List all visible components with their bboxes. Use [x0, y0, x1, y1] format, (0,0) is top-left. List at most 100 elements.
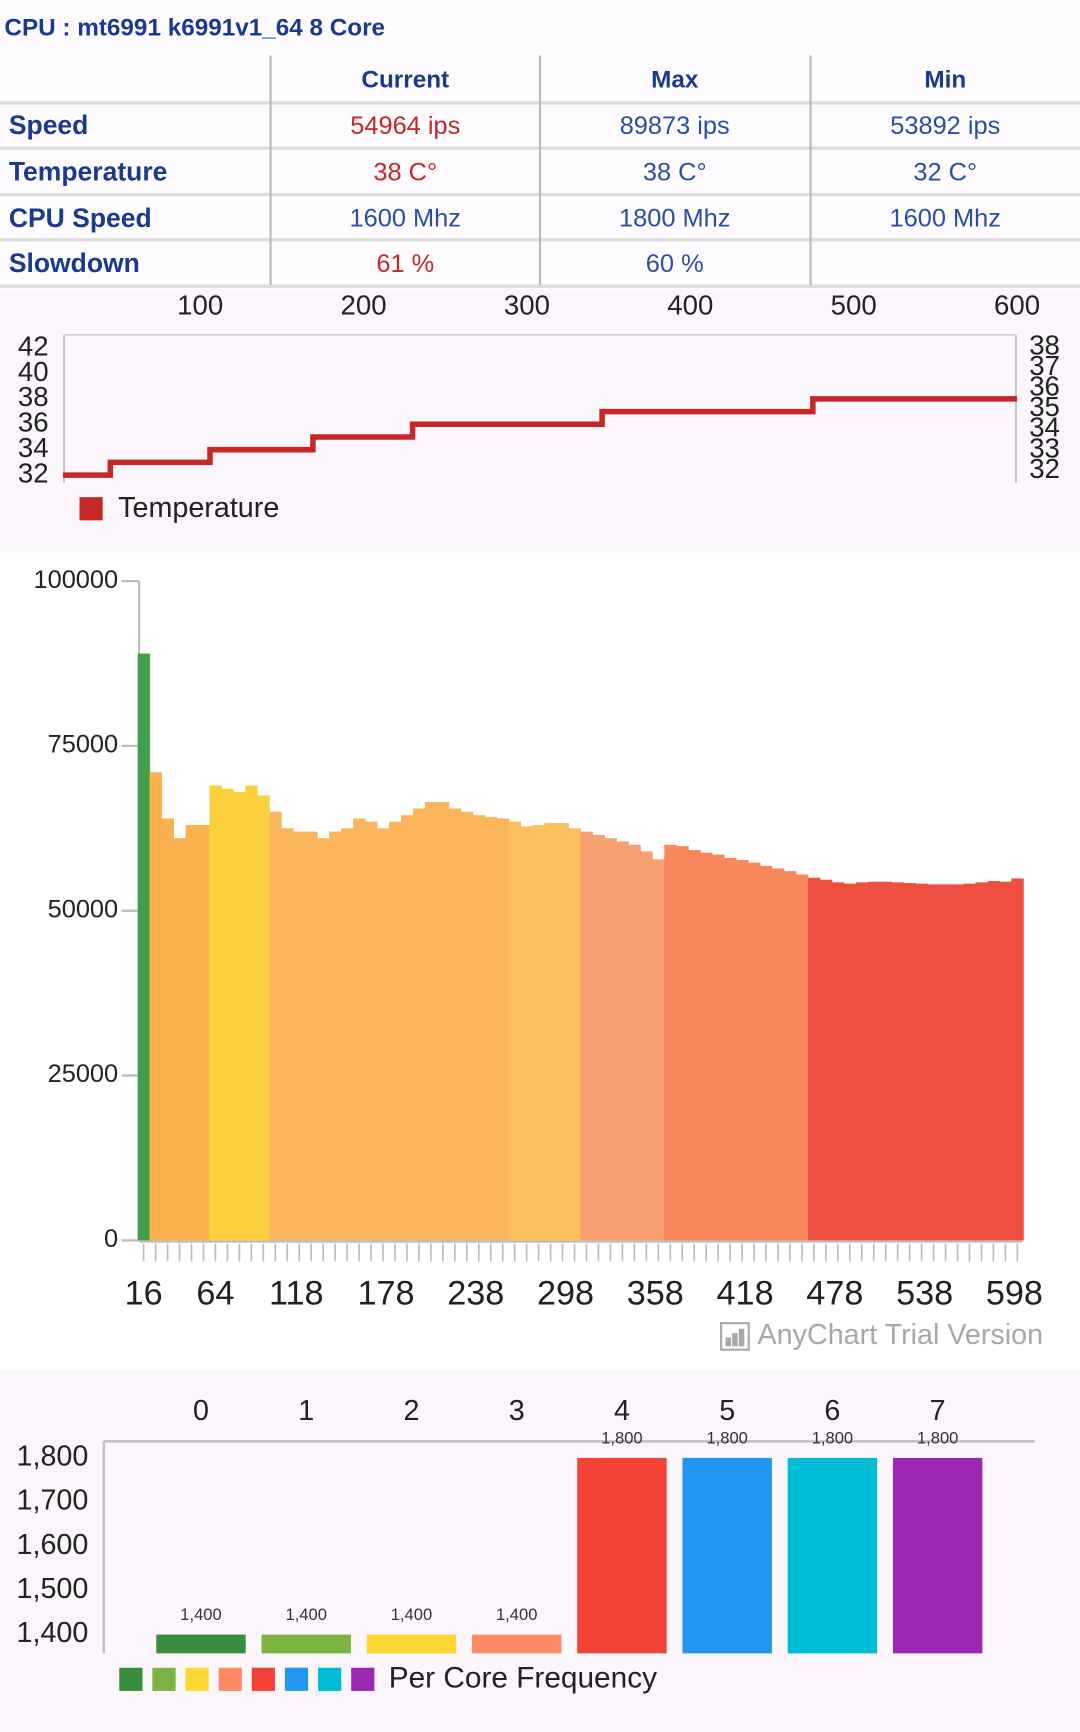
y-tick-label: 1,800	[17, 1440, 89, 1472]
bar	[137, 653, 151, 1241]
bar	[987, 881, 1000, 1241]
bar	[269, 811, 282, 1241]
bar	[233, 792, 246, 1241]
y2-tick-label: 33	[1029, 432, 1060, 463]
legend-swatch	[79, 497, 103, 521]
bar	[305, 831, 318, 1241]
y-tick-label: 75000	[48, 731, 119, 759]
bar	[400, 815, 414, 1241]
bar	[293, 831, 306, 1241]
row-label: Slowdown	[9, 248, 140, 278]
legend-swatch	[351, 1667, 375, 1691]
column-header: Current	[361, 66, 449, 93]
x-tick-label: 100	[177, 290, 223, 321]
y-tick-label: 40	[18, 356, 49, 387]
y-tick-label: 42	[18, 330, 49, 361]
temperature-bg	[0, 289, 1080, 553]
y-tick-label: 32	[18, 457, 49, 488]
bar	[580, 831, 593, 1241]
bar	[843, 883, 857, 1241]
legend-swatch	[152, 1667, 176, 1691]
x-tick-label: 418	[717, 1275, 774, 1313]
x-tick-label: 5	[719, 1395, 735, 1427]
y-tick-label: 1,500	[17, 1573, 89, 1605]
cell: 53892 ips	[890, 112, 1000, 140]
bar	[496, 818, 510, 1241]
x-tick-label: 3	[509, 1395, 525, 1427]
bar	[951, 884, 964, 1241]
bar	[892, 1457, 983, 1654]
bar	[592, 834, 605, 1241]
bar	[975, 882, 988, 1241]
bar	[221, 788, 234, 1241]
x-tick-label: 238	[447, 1275, 504, 1313]
bar	[281, 828, 294, 1241]
bar	[197, 825, 210, 1241]
bar	[544, 823, 558, 1241]
y2-tick-label: 35	[1029, 391, 1060, 422]
row-label: Speed	[9, 110, 89, 140]
x-tick-label: 7	[930, 1395, 946, 1427]
bar	[676, 846, 689, 1241]
x-tick-label: 1	[298, 1395, 314, 1427]
cell: 32 C°	[913, 158, 977, 186]
bar	[915, 883, 929, 1241]
bar	[682, 1457, 772, 1654]
bar	[787, 1457, 878, 1654]
y-tick-label: 38	[18, 381, 49, 412]
y2-tick-label: 36	[1029, 371, 1060, 402]
bar	[317, 838, 330, 1241]
cell: 1600 Mhz	[350, 205, 461, 233]
x-tick-label: 298	[537, 1275, 594, 1313]
bar	[927, 884, 941, 1241]
x-tick-label: 64	[196, 1275, 234, 1313]
bar	[1011, 878, 1024, 1241]
bar	[628, 844, 641, 1241]
y-tick-label: 34	[18, 432, 49, 463]
row-label: CPU Speed	[9, 203, 152, 233]
x-tick-label: 178	[357, 1275, 414, 1313]
bar	[245, 785, 258, 1241]
legend-swatch	[119, 1667, 143, 1691]
bar	[748, 862, 761, 1241]
bar	[412, 808, 426, 1241]
x-tick-label: 0	[193, 1395, 209, 1427]
x-tick-label: 2	[403, 1395, 419, 1427]
bar	[261, 1634, 351, 1654]
bar	[891, 882, 905, 1241]
value-label: 1,400	[496, 1605, 537, 1624]
value-label: 1,400	[180, 1605, 221, 1624]
bar	[353, 818, 366, 1241]
bar	[257, 795, 270, 1241]
bar	[366, 1634, 457, 1654]
bar	[903, 883, 917, 1241]
bar	[388, 821, 402, 1241]
bar	[939, 884, 952, 1241]
bar	[329, 831, 342, 1241]
legend-swatch	[284, 1667, 309, 1691]
y-tick-label: 1,600	[17, 1529, 89, 1561]
x-tick-label: 600	[994, 290, 1040, 321]
bar	[736, 859, 749, 1241]
x-tick-label: 598	[986, 1275, 1043, 1313]
bar	[484, 817, 498, 1241]
bar	[448, 808, 462, 1241]
bar	[760, 865, 773, 1241]
legend-swatch	[185, 1667, 209, 1691]
bar	[568, 828, 581, 1241]
y2-tick-label: 37	[1029, 350, 1060, 381]
y-tick-label: 0	[104, 1225, 118, 1253]
value-label: 1,800	[601, 1429, 642, 1448]
y2-tick-label: 34	[1029, 412, 1060, 443]
temperature-line	[62, 396, 1018, 478]
x-tick-label: 478	[806, 1275, 863, 1313]
table-grid	[0, 55, 1080, 288]
legend-swatch	[251, 1667, 275, 1691]
bar	[712, 854, 725, 1241]
bar	[377, 828, 390, 1241]
bar	[365, 821, 378, 1241]
x-tick-label: 118	[269, 1275, 324, 1313]
y-tick-label: 100000	[33, 566, 118, 594]
legend-swatch	[318, 1667, 342, 1691]
